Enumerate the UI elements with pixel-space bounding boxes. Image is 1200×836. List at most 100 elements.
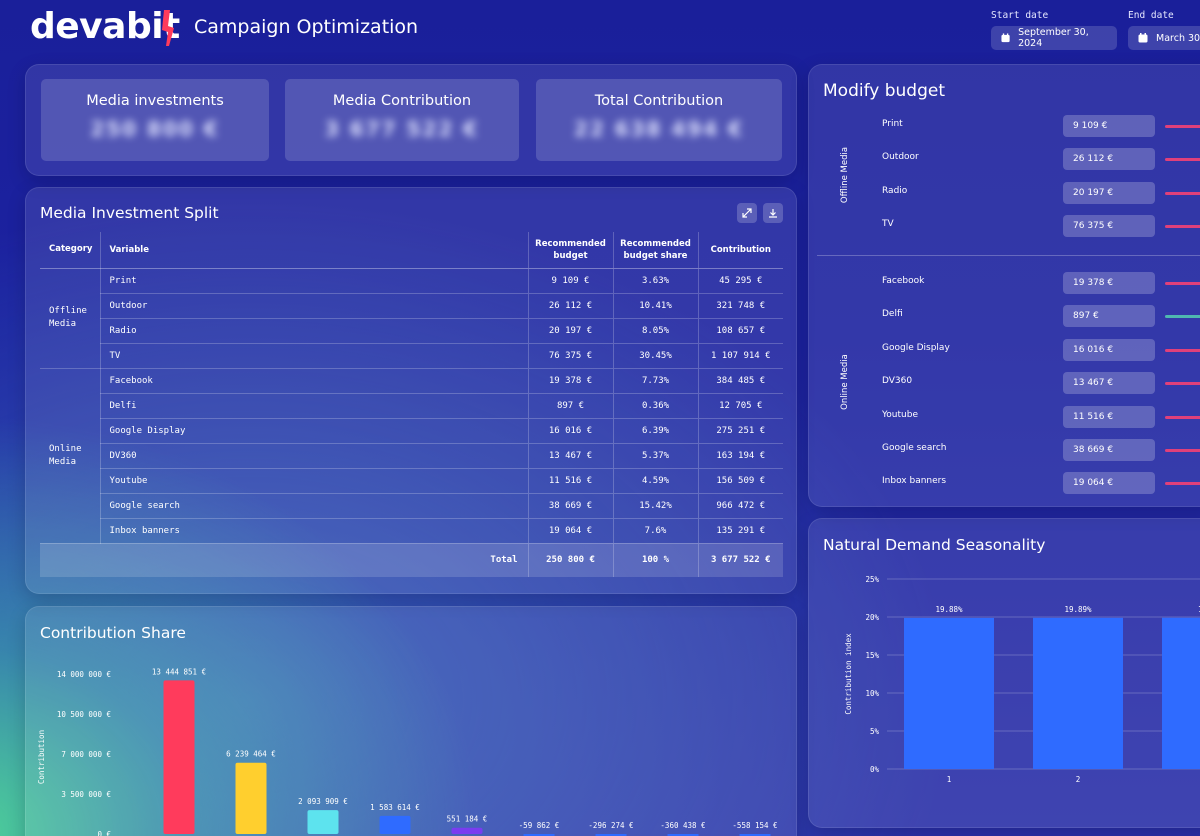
share-cell: 0.36% xyxy=(612,393,698,419)
budget-slider[interactable] xyxy=(1165,449,1200,452)
table-header-row: Category Variable Recommended budget Rec… xyxy=(40,232,783,269)
budget-input[interactable]: 897 € xyxy=(1063,305,1155,328)
budget-input[interactable]: 20 197 € xyxy=(1063,181,1155,204)
budget-channel-name: Outdoor xyxy=(882,152,919,163)
total-row: Total 250 800 €100 % 3 677 522 € xyxy=(40,543,783,577)
table-row: Inbox banners 19 064 €7.6% 135 291 € xyxy=(40,518,783,544)
budget-input[interactable]: 19 378 € xyxy=(1063,272,1155,294)
start-date-picker[interactable]: September 30, 2024 xyxy=(991,26,1117,50)
budget-cell: 38 669 € xyxy=(527,493,613,519)
modify-budget-card: Modify budget Print 9 109 € Outdoor 26 112 … xyxy=(808,64,1200,507)
share-cell: 3.63% xyxy=(612,268,698,294)
bar-value-label: 6 239 464 € xyxy=(226,750,276,759)
share-cell: 15.42% xyxy=(612,493,698,519)
variable-cell: Delfi xyxy=(100,393,528,419)
header-share: Recommended budget share xyxy=(612,232,698,269)
kpi-label: Media investments xyxy=(86,93,224,109)
contribution-bar xyxy=(307,810,339,834)
total-contribution: 3 677 522 € xyxy=(697,543,783,577)
category-cell: Offline Media xyxy=(40,268,101,369)
budget-input[interactable]: 26 112 € xyxy=(1063,148,1155,171)
budget-cell: 9 109 € xyxy=(527,268,613,294)
share-cell: 4.59% xyxy=(612,468,698,494)
bar-value-label: 19.88% xyxy=(935,605,963,614)
share-cell: 30.45% xyxy=(612,343,698,369)
budget-cell: 13 467 € xyxy=(527,443,613,469)
y-tick-label: 0% xyxy=(870,765,880,774)
budget-input[interactable]: 9 109 € xyxy=(1063,115,1155,137)
y-tick-label: 7 000 000 € xyxy=(61,750,111,759)
budget-slider[interactable] xyxy=(1165,191,1200,195)
budget-channel-name: Inbox banners xyxy=(882,476,947,487)
expand-button[interactable] xyxy=(737,203,757,223)
budget-slider[interactable] xyxy=(1165,225,1200,229)
start-date-value: September 30, 2024 xyxy=(1018,27,1089,49)
budget-input[interactable]: 38 669 € xyxy=(1063,439,1155,461)
budget-cell: 11 516 € xyxy=(527,468,613,494)
end-date-picker[interactable]: March 30, 2025 xyxy=(1128,26,1200,50)
y-tick-label: 20% xyxy=(865,613,879,622)
lightning-logo-icon xyxy=(162,10,174,46)
y-tick-label: 15% xyxy=(865,651,879,660)
y-axis-label: Contribution index xyxy=(844,633,853,715)
variable-cell: Facebook xyxy=(100,368,528,394)
calendar-icon xyxy=(1138,33,1148,43)
budget-channel-name: Facebook xyxy=(882,276,925,286)
variable-cell: DV360 xyxy=(100,443,528,469)
budget-row: Delfi 897 € xyxy=(809,305,1200,328)
seasonality-chart: Contribution index 25% 20% 15% 10% 5% 0% 19.88%… xyxy=(844,575,1200,784)
seasonality-card: Natural Demand Seasonality Contribution … xyxy=(808,518,1200,828)
contribution-bar xyxy=(163,680,195,834)
y-axis-label: Contribution xyxy=(37,730,46,784)
budget-channel-name: Radio xyxy=(882,185,908,196)
kpi-label: Total Contribution xyxy=(594,93,724,109)
budget-slider[interactable] xyxy=(1165,315,1200,319)
header-category: Category xyxy=(40,232,101,269)
kpi-card: Media investments 250 800 € Media Contri… xyxy=(25,64,797,176)
budget-row: Outdoor 26 112 € xyxy=(809,148,1200,171)
budget-cell: 76 375 € xyxy=(527,343,613,369)
group-divider xyxy=(817,255,1200,256)
variable-cell: Print xyxy=(100,268,528,294)
kpi-value: 22 638 494 € xyxy=(573,117,745,141)
budget-slider[interactable] xyxy=(1165,415,1200,419)
total-budget: 250 800 € xyxy=(527,543,613,577)
contribution-bar xyxy=(595,834,627,836)
header-variable: Variable xyxy=(100,232,528,269)
variable-cell: Google search xyxy=(100,493,528,519)
budget-row: Google search 38 669 € xyxy=(809,439,1200,461)
bar-value-label: -360 438 € xyxy=(660,821,705,830)
investment-split-table: Category Variable Recommended budget Rec… xyxy=(40,232,783,577)
download-button[interactable] xyxy=(763,203,783,223)
contribution-bar xyxy=(235,762,267,834)
budget-channel-name: Print xyxy=(882,119,903,129)
budget-input[interactable]: 19 064 € xyxy=(1063,472,1155,495)
bar-value-label: 2 093 909 € xyxy=(298,797,348,806)
download-icon xyxy=(769,209,777,218)
budget-cell: 26 112 € xyxy=(527,293,613,319)
logo[interactable]: devabit xyxy=(30,6,180,47)
budget-cell: 897 € xyxy=(527,393,613,419)
header-budget: Recommended budget xyxy=(527,232,613,269)
card-title: Media Investment Split xyxy=(40,204,219,222)
share-cell: 5.37% xyxy=(612,443,698,469)
budget-slider[interactable] xyxy=(1165,158,1200,162)
budget-slider[interactable] xyxy=(1165,482,1200,486)
budget-slider[interactable] xyxy=(1165,282,1200,285)
budget-row: Print 9 109 € xyxy=(809,115,1200,137)
contribution-cell: 156 509 € xyxy=(697,468,783,494)
budget-slider[interactable] xyxy=(1165,382,1200,386)
table-row: Youtube 11 516 €4.59% 156 509 € xyxy=(40,468,783,494)
budget-group-label: Online Media xyxy=(840,354,850,411)
budget-channel-name: TV xyxy=(882,219,894,230)
budget-input[interactable]: 16 016 € xyxy=(1063,338,1155,361)
budget-input[interactable]: 76 375 € xyxy=(1063,215,1155,238)
budget-input[interactable]: 11 516 € xyxy=(1063,405,1155,428)
seasonality-bar xyxy=(1162,617,1200,769)
kpi-value: 3 677 522 € xyxy=(324,117,480,141)
budget-slider[interactable] xyxy=(1165,125,1200,128)
budget-slider[interactable] xyxy=(1165,348,1200,352)
budget-input[interactable]: 13 467 € xyxy=(1063,372,1155,395)
card-title: Modify budget xyxy=(823,81,946,101)
kpi-label: Media Contribution xyxy=(332,93,472,109)
